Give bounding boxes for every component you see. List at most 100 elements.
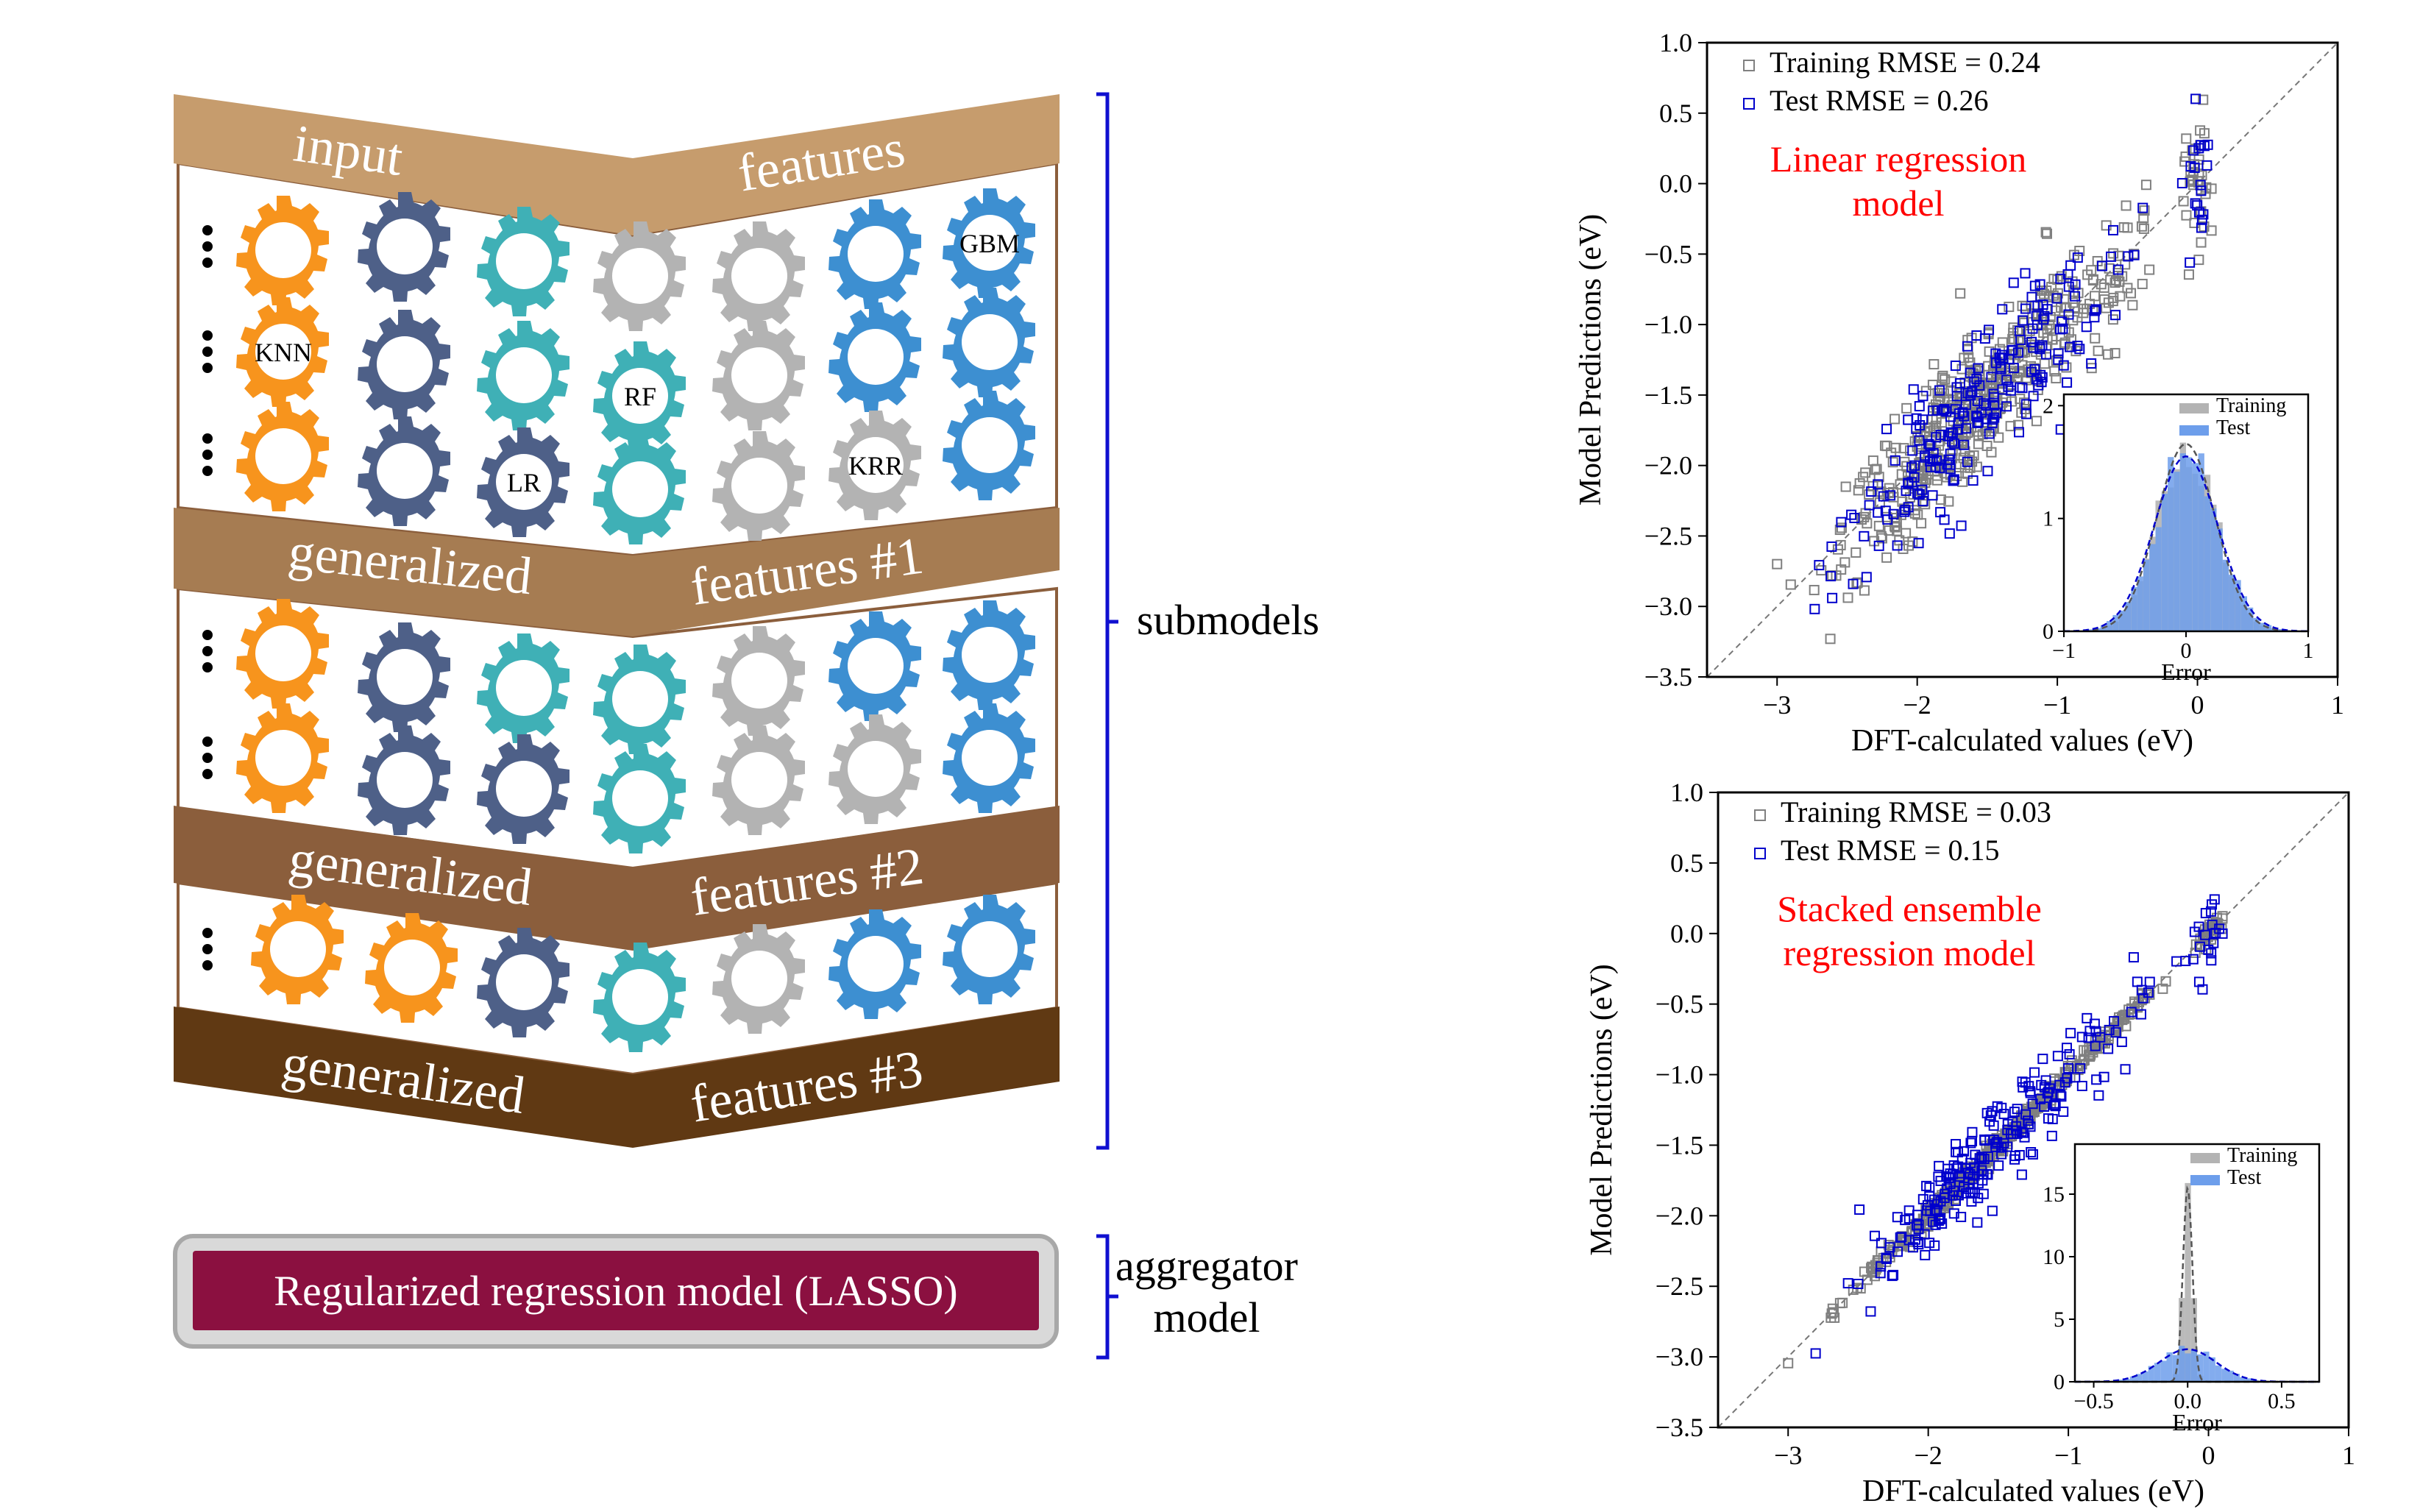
gear-icon: RF [593, 341, 686, 451]
inset-x-tick-label: 0.5 [2268, 1389, 2296, 1413]
test-point [2076, 1080, 2087, 1091]
test-point [2026, 336, 2037, 347]
test-point [1981, 1107, 1993, 1118]
training-point [1876, 533, 1887, 544]
test-point [1986, 372, 1997, 383]
test-point [1933, 1215, 1944, 1227]
test-point [2198, 209, 2209, 220]
test-point [2001, 401, 2012, 412]
training-point [2098, 282, 2109, 293]
training-point [2181, 133, 2192, 144]
test-point [1913, 1219, 1924, 1230]
training-point [2178, 196, 2189, 207]
model-annotation-line2: regression model [1784, 932, 2036, 973]
gear-icon [477, 207, 569, 316]
plot-linear-regression: −3 −2 −1 0 1−3.5−3.0−2.5−2.0−1.5−1.0−0.50.00… [1574, 28, 2344, 758]
test-bar [2088, 629, 2095, 631]
points [1783, 894, 2228, 1369]
training-point [1977, 429, 1988, 440]
ellipsis-dots [202, 225, 213, 970]
gear-hole [255, 428, 311, 484]
test-point [2193, 143, 2204, 154]
test-point [1962, 388, 1973, 399]
test-point [1959, 439, 1970, 450]
legend-label: Test RMSE = 0.26 [1770, 84, 1989, 117]
training-fit-curve [2063, 443, 2309, 633]
gear-icon: GBM [943, 188, 1035, 298]
test-point [2026, 1147, 2037, 1158]
test-point [2058, 1106, 2069, 1117]
test-point [1913, 538, 1924, 549]
test-bar [2259, 622, 2265, 631]
test-point [2016, 1169, 2027, 1180]
test-point [1924, 1238, 1935, 1249]
inset-y-tick-label: 0 [2043, 620, 2054, 644]
test-point [1959, 411, 1970, 422]
test-point [1988, 1135, 1999, 1146]
test-point [2063, 309, 2074, 320]
training-point [2144, 264, 2155, 275]
test-point [1979, 333, 1990, 344]
training-point [1983, 361, 1994, 372]
test-bar [2229, 574, 2235, 631]
test-point [1939, 404, 1950, 415]
test-point [1864, 500, 1875, 511]
test-point [1909, 460, 1920, 471]
training-bar [2179, 1298, 2185, 1382]
test-point [2196, 214, 2207, 225]
training-point [2183, 269, 2194, 280]
test-point [1987, 1205, 1998, 1216]
y-tick-label: 0.0 [1659, 169, 1692, 199]
test-point [1989, 392, 2000, 403]
test-bar [2253, 617, 2260, 631]
x-tick-label: −2 [1903, 690, 1931, 720]
test-point [1859, 530, 1870, 542]
test-point [2027, 1149, 2038, 1160]
gear-hole [612, 248, 668, 304]
gear-hole [848, 329, 904, 385]
training-point [1973, 439, 1984, 450]
test-point [2090, 304, 2101, 315]
training-point [2005, 421, 2016, 432]
training-point [2061, 362, 2072, 373]
gear-icon [712, 221, 805, 331]
gear-icon [712, 626, 805, 736]
training-point [2060, 302, 2071, 313]
gear-hole [255, 222, 311, 278]
test-point [1907, 1242, 1918, 1253]
test-bar [2221, 1369, 2228, 1382]
test-point [2015, 382, 2026, 393]
test-point [1911, 413, 1922, 424]
test-bar [2216, 528, 2223, 631]
y-tick-label: 1.0 [1670, 778, 1703, 807]
gear-hole [612, 461, 668, 517]
gear-hole [377, 443, 433, 499]
test-point [2200, 929, 2211, 940]
test-point [1997, 304, 2008, 315]
test-point [2095, 1032, 2106, 1043]
training-point [2102, 349, 2113, 360]
y-tick-label: −3.5 [1656, 1413, 1703, 1442]
training-point [1883, 1240, 1894, 1251]
gear-icon [477, 633, 569, 743]
training-point [1937, 370, 1948, 381]
gear-icon: KNN [236, 297, 329, 407]
gear-icon [828, 199, 921, 309]
legend-marker [1754, 848, 1766, 859]
points [1772, 93, 2217, 645]
gear-hole [377, 336, 433, 392]
test-point [1923, 439, 1934, 450]
inset-frame [2073, 1143, 2321, 1383]
test-point [1889, 455, 1901, 466]
training-point [2122, 222, 2133, 233]
training-point [1888, 487, 1899, 498]
gear-hole [962, 730, 1018, 786]
training-point [1935, 391, 1946, 402]
training-point [2157, 983, 2168, 994]
inset-x-axis-label: Error [2161, 659, 2211, 685]
training-point [2040, 227, 2051, 238]
gear-icon [828, 611, 921, 721]
x-tick-label: −3 [1763, 690, 1791, 720]
test-point [1911, 423, 1922, 434]
test-bar [2174, 472, 2180, 631]
